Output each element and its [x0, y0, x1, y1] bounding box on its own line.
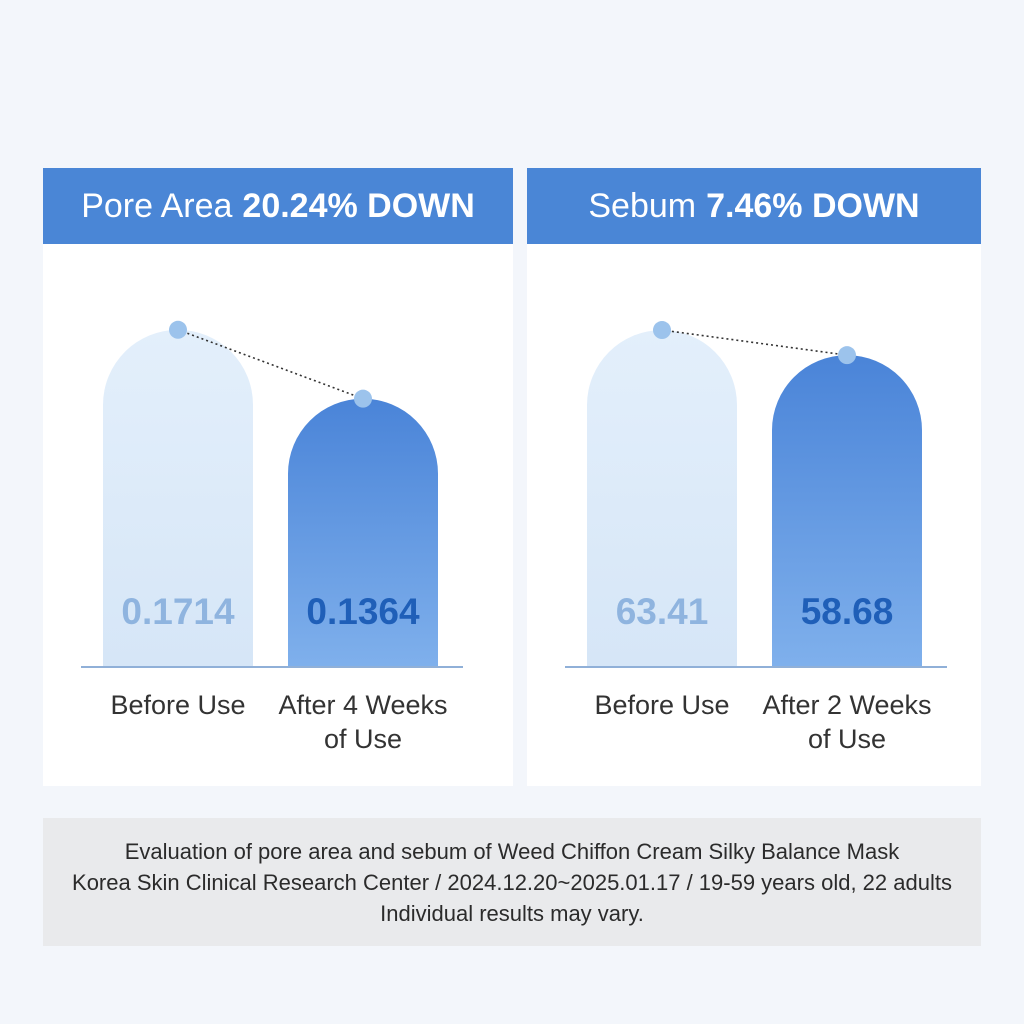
chart-title-highlight: 20.24% DOWN	[242, 186, 475, 225]
sebum-chart: 63.41 58.68	[565, 321, 947, 668]
category-label-line: After 2 Weeks	[762, 690, 932, 720]
footnote: Evaluation of pore area and sebum of Wee…	[43, 818, 981, 946]
trend-connector	[661, 329, 848, 356]
value-label-after: 0.1364	[306, 591, 420, 632]
category-label-after: After 4 Weeks of Use	[258, 688, 468, 756]
sebum-header: Sebum 7.46% DOWN	[527, 168, 981, 244]
bar-after	[772, 355, 922, 667]
category-label-line: Before Use	[110, 690, 246, 720]
point-before	[653, 321, 671, 340]
category-label-line: Before Use	[594, 690, 730, 720]
footnote-line: Evaluation of pore area and sebum of Wee…	[124, 838, 900, 864]
bar-after	[288, 398, 438, 667]
category-label-line: of Use	[807, 724, 887, 754]
category-label-line: After 4 Weeks	[278, 690, 448, 720]
bar-before	[587, 330, 737, 667]
point-after	[838, 346, 856, 365]
pore-area-header: Pore Area 20.24% DOWN	[43, 168, 513, 244]
value-label-after: 58.68	[801, 591, 894, 632]
footnote-line: Individual results may vary.	[380, 900, 644, 926]
chart-title-highlight: 7.46% DOWN	[706, 186, 920, 225]
pore-area-panel: Pore Area 20.24% DOWN 0.1714 0.1364 Befor…	[43, 168, 513, 786]
chart-title-prefix: Sebum	[588, 186, 697, 225]
footnote-line: Korea Skin Clinical Research Center / 20…	[72, 869, 952, 895]
category-label-line: of Use	[323, 724, 403, 754]
chart-title-prefix: Pore Area	[81, 186, 233, 225]
category-label-before: Before Use	[88, 688, 268, 722]
pore-area-chart: 0.1714 0.1364	[81, 320, 463, 668]
value-label-before: 0.1714	[121, 591, 235, 632]
value-label-before: 63.41	[616, 591, 709, 632]
category-label-after: After 2 Weeks of Use	[742, 688, 952, 756]
category-label-before: Before Use	[572, 688, 752, 722]
sebum-panel: Sebum 7.46% DOWN 63.41 58.68 Before Use A…	[527, 168, 981, 786]
point-after	[354, 389, 372, 408]
bar-before	[103, 329, 253, 667]
point-before	[169, 320, 187, 339]
